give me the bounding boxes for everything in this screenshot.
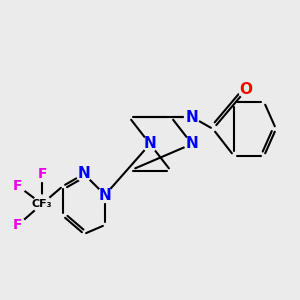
Circle shape (184, 136, 200, 152)
Circle shape (238, 82, 253, 98)
Text: F: F (37, 167, 47, 181)
Text: N: N (99, 188, 111, 202)
Text: N: N (144, 136, 156, 152)
Circle shape (76, 167, 92, 182)
Circle shape (184, 110, 200, 124)
Text: N: N (186, 136, 198, 152)
Text: N: N (78, 167, 90, 182)
Text: N: N (186, 110, 198, 124)
Circle shape (34, 167, 50, 182)
Text: F: F (13, 218, 23, 232)
Circle shape (98, 188, 112, 202)
Circle shape (11, 178, 26, 194)
Text: O: O (239, 82, 253, 98)
Text: CF₃: CF₃ (32, 199, 52, 209)
Circle shape (142, 136, 158, 152)
Circle shape (11, 218, 26, 232)
Text: F: F (13, 179, 23, 193)
Circle shape (33, 195, 51, 213)
